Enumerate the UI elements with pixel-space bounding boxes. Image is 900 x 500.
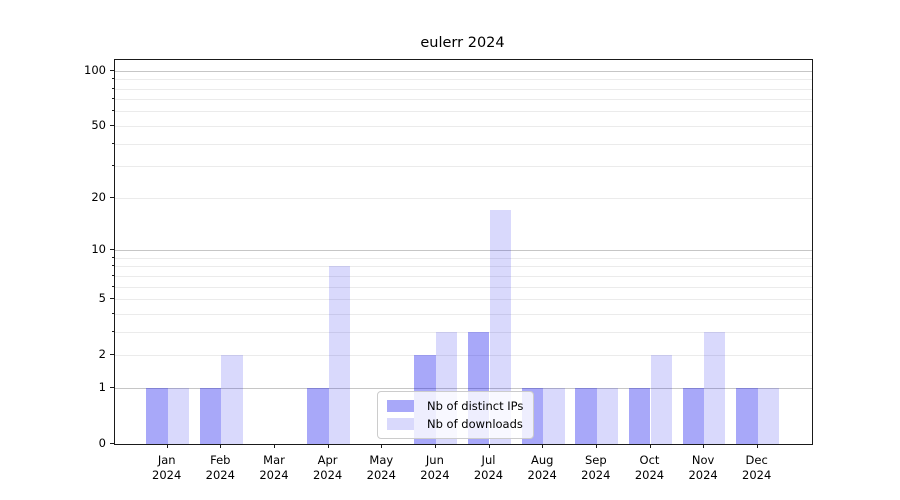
y-tick — [110, 249, 114, 250]
y-minor-tick — [112, 110, 114, 112]
major-gridline — [115, 387, 812, 389]
bar-downloads-jan — [167, 387, 190, 444]
legend-label: Nb of distinct IPs — [427, 399, 524, 413]
x-tick-label: Jul 2024 — [473, 453, 504, 482]
x-tick — [756, 444, 758, 448]
bar-downloads-apr — [328, 266, 350, 444]
y-minor-tick — [112, 274, 114, 276]
y-minor-tick — [112, 256, 114, 258]
minor-gridline — [115, 143, 812, 145]
bar-downloads-oct — [650, 355, 672, 444]
bar-downloads-aug — [543, 387, 565, 444]
x-tick — [542, 444, 544, 448]
bar-distinct-ips-jan — [146, 387, 168, 444]
bar-distinct-ips-dec — [736, 387, 758, 444]
plot-area: Nb of distinct IPs Nb of downloads — [114, 59, 813, 445]
bar-downloads-nov — [704, 331, 726, 444]
y-tick-label: 2 — [98, 347, 106, 362]
y-minor-tick — [112, 78, 114, 80]
x-tick — [488, 444, 490, 448]
y-tick-label: 0 — [98, 436, 106, 450]
y-tick-label: 1 — [98, 379, 106, 394]
minor-gridline — [115, 111, 812, 113]
y-tick — [110, 69, 114, 71]
minor-gridline — [115, 79, 812, 81]
y-minor-tick — [112, 142, 114, 144]
major-gridline — [115, 70, 812, 72]
y-minor-tick — [112, 354, 114, 356]
minor-gridline — [115, 313, 812, 315]
minor-gridline — [115, 99, 812, 101]
minor-gridline — [115, 125, 812, 127]
y-tick — [110, 386, 114, 388]
bar-downloads-feb — [221, 355, 243, 444]
x-tick-label: May 2024 — [366, 453, 396, 482]
x-tick-label: Jan 2024 — [152, 453, 182, 482]
minor-gridline — [115, 257, 812, 259]
x-tick — [434, 444, 436, 448]
minor-gridline — [115, 166, 812, 168]
y-minor-tick — [112, 312, 114, 314]
y-minor-tick — [112, 265, 114, 267]
legend-label: Nb of downloads — [427, 417, 523, 431]
y-minor-tick — [112, 298, 114, 299]
minor-gridline — [115, 275, 812, 277]
x-tick-label: Mar 2024 — [259, 453, 289, 482]
legend-item-distinct-ips: Nb of distinct IPs — [387, 399, 523, 413]
bar-downloads-jul — [489, 210, 511, 444]
minor-gridline — [115, 355, 812, 357]
bar-distinct-ips-oct — [629, 387, 651, 444]
y-minor-tick — [112, 124, 114, 126]
minor-gridline — [115, 266, 812, 268]
y-tick-label: 10 — [91, 242, 106, 256]
bar-downloads-sep — [596, 387, 619, 444]
bar-distinct-ips-sep — [575, 387, 597, 444]
bar-distinct-ips-nov — [682, 387, 704, 444]
y-minor-tick — [112, 330, 114, 332]
x-tick — [703, 444, 705, 448]
x-tick-label: Apr 2024 — [312, 453, 343, 482]
y-minor-tick — [112, 196, 114, 198]
x-tick-label: Jun 2024 — [420, 453, 450, 482]
y-minor-tick — [112, 285, 114, 287]
x-tick — [595, 444, 597, 448]
y-minor-tick — [112, 87, 114, 89]
y-tick-label: 50 — [91, 117, 106, 132]
x-tick — [327, 444, 329, 448]
y-tick-label: 5 — [98, 291, 106, 305]
y-tick — [110, 443, 114, 444]
x-tick — [274, 444, 275, 448]
y-minor-tick — [112, 165, 114, 167]
x-tick-label: Nov 2024 — [688, 453, 718, 482]
x-tick-label: Oct 2024 — [634, 453, 665, 482]
minor-gridline — [115, 286, 812, 288]
legend-swatch-distinct-ips — [387, 400, 414, 412]
y-tick-label: 100 — [84, 62, 106, 77]
major-gridline — [115, 250, 812, 251]
legend: Nb of distinct IPs Nb of downloads — [377, 391, 535, 439]
bar-downloads-dec — [757, 387, 780, 444]
bar-distinct-ips-apr — [307, 387, 329, 444]
chart-title: eulerr 2024 — [420, 35, 505, 51]
y-minor-tick — [112, 98, 114, 100]
x-tick — [166, 444, 168, 448]
minor-gridline — [115, 88, 812, 90]
x-tick-label: Dec 2024 — [742, 453, 772, 482]
bar-distinct-ips-feb — [199, 387, 222, 444]
minor-gridline — [115, 197, 812, 199]
x-tick — [649, 444, 651, 448]
x-tick — [220, 444, 222, 448]
minor-gridline — [115, 299, 812, 300]
x-tick-label: Aug 2024 — [527, 453, 557, 482]
y-tick-label: 20 — [91, 189, 106, 204]
x-tick-label: Sep 2024 — [581, 453, 611, 482]
minor-gridline — [115, 331, 812, 333]
x-tick — [381, 444, 383, 448]
legend-swatch-downloads — [387, 418, 414, 430]
legend-item-downloads: Nb of downloads — [387, 417, 523, 431]
x-tick-label: Feb 2024 — [205, 453, 235, 482]
